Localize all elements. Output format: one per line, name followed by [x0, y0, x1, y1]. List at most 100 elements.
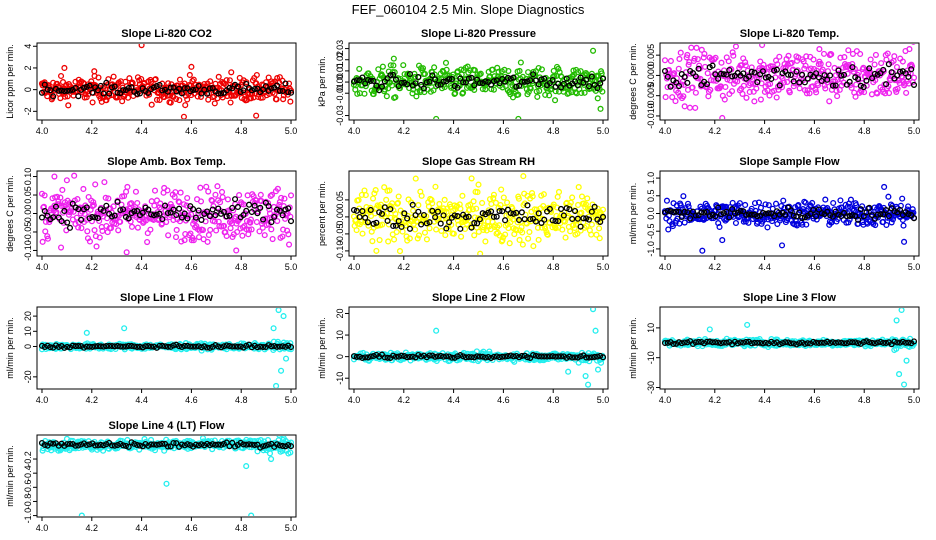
data-point-reference [164, 443, 171, 450]
x-tick-label: 5.0 [285, 126, 298, 136]
data-point-reference [715, 75, 722, 82]
data-point [224, 196, 231, 203]
data-point-reference [134, 343, 141, 350]
data-point-outlier [248, 512, 255, 516]
data-point [379, 221, 386, 228]
data-point [151, 202, 158, 209]
data-point-reference [100, 343, 107, 350]
data-point-reference [190, 206, 197, 213]
data-point-reference [97, 343, 104, 350]
data-point-reference [588, 73, 595, 80]
data-point-outlier [390, 55, 397, 62]
data-point-reference [353, 353, 360, 360]
data-point-reference [740, 339, 747, 346]
data-point-reference [538, 353, 545, 360]
data-point-reference [367, 353, 374, 360]
data-point [431, 64, 438, 71]
data-point [815, 82, 822, 89]
data-point-reference [667, 83, 674, 90]
y-axis-label: ml/min per min. [628, 317, 638, 379]
y-tick-label: 1.0 [646, 172, 656, 185]
data-point [105, 92, 113, 99]
data-point-reference [832, 82, 839, 89]
data-point [693, 44, 700, 51]
data-point-outlier [719, 114, 726, 119]
data-point-reference [468, 354, 475, 361]
data-point [567, 228, 574, 235]
data-point [379, 63, 386, 70]
data-point [786, 89, 793, 96]
data-point-reference [404, 81, 411, 88]
data-point [287, 192, 295, 199]
data-point-reference [580, 215, 587, 222]
data-point-reference [585, 83, 593, 90]
data-point-reference [555, 80, 562, 87]
data-point-reference [38, 342, 46, 349]
data-point [477, 250, 484, 255]
data-point-outlier [91, 68, 98, 75]
data-point-reference [557, 205, 565, 212]
data-point [220, 222, 228, 230]
data-point [78, 224, 85, 232]
data-point [136, 446, 143, 453]
data-point [536, 87, 543, 94]
data-point-reference [684, 209, 691, 216]
data-point-reference [821, 72, 828, 79]
data-point-reference [698, 209, 705, 216]
data-point [725, 58, 732, 65]
data-point-reference [874, 211, 881, 218]
data-point-reference [125, 342, 132, 349]
data-point-reference [184, 215, 191, 222]
data-point [681, 219, 688, 226]
x-tick-label: 5.0 [908, 262, 921, 272]
data-point-reference [782, 211, 789, 218]
data-point [259, 224, 266, 231]
y-axis-label: ml/min per min. [5, 445, 15, 507]
data-point-reference [159, 87, 166, 94]
data-point [261, 232, 268, 239]
data-point [874, 90, 881, 97]
data-point [538, 66, 545, 73]
data-point-reference [131, 343, 138, 350]
data-point [395, 193, 402, 200]
data-point [412, 226, 419, 233]
data-point-reference [69, 342, 76, 349]
data-point-reference [563, 75, 570, 82]
data-point [276, 436, 283, 438]
data-point-reference [178, 90, 185, 97]
x-tick-label: 4.4 [135, 126, 148, 136]
data-point [596, 235, 603, 242]
data-point-reference [420, 211, 427, 219]
data-point [580, 219, 587, 226]
data-point-reference [896, 339, 904, 346]
data-point-reference [757, 339, 764, 346]
data-point [677, 49, 684, 56]
data-points [661, 183, 918, 254]
data-point-reference [370, 220, 377, 227]
data-point-reference [359, 354, 366, 362]
data-point-reference [471, 82, 478, 89]
data-point [44, 93, 51, 100]
data-point [163, 219, 170, 226]
data-point [515, 195, 522, 202]
data-point-reference [120, 442, 127, 449]
x-tick-label: 4.4 [135, 523, 148, 533]
data-point-reference [692, 73, 699, 80]
data-point-reference [591, 203, 598, 210]
data-point [253, 80, 260, 87]
data-point-reference [723, 208, 730, 215]
y-tick-label: -0.2 [23, 451, 33, 467]
data-point-outlier [121, 325, 128, 332]
data-point [594, 95, 601, 102]
data-point [751, 200, 759, 207]
data-point-reference [885, 212, 892, 220]
data-point [287, 449, 294, 456]
data-point-reference [804, 75, 811, 82]
data-point [184, 195, 191, 202]
x-tick-label: 4.4 [758, 262, 771, 272]
data-point-outlier [565, 368, 572, 375]
y-axis-label: degrees C per min. [628, 43, 638, 120]
y-tick-label: -0.10 [23, 240, 33, 261]
data-point-reference [860, 83, 867, 91]
